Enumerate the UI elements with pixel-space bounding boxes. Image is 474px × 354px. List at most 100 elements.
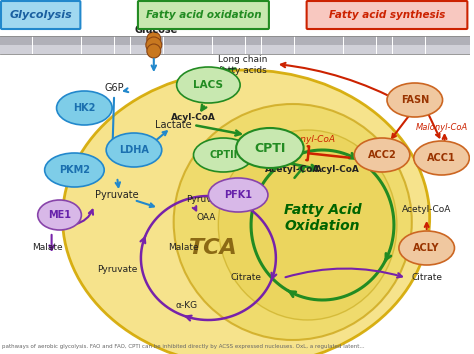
Text: Pyruvate: Pyruvate [97, 266, 137, 274]
Bar [17, 36, 32, 45]
Text: α-KG: α-KG [175, 301, 198, 309]
Ellipse shape [387, 83, 443, 117]
Text: LDHA: LDHA [119, 145, 149, 155]
Bar [49, 36, 65, 45]
Text: G6P: G6P [104, 83, 124, 93]
Bar [295, 45, 310, 54]
Ellipse shape [399, 231, 455, 265]
Bar [33, 45, 49, 54]
Bar [164, 45, 180, 54]
Bar [115, 45, 130, 54]
Text: Malate: Malate [32, 244, 63, 252]
Text: Citrate: Citrate [411, 274, 442, 282]
Bar [278, 36, 294, 45]
Bar [376, 36, 392, 45]
Text: ACC2: ACC2 [368, 150, 396, 160]
Text: Glucose: Glucose [134, 25, 177, 35]
Bar [246, 45, 262, 54]
Text: Long chain
fatty acids: Long chain fatty acids [219, 55, 268, 75]
Ellipse shape [193, 138, 253, 172]
Bar [33, 36, 49, 45]
FancyBboxPatch shape [1, 1, 81, 29]
Text: HK2: HK2 [73, 103, 96, 113]
Bar [262, 36, 278, 45]
Text: PFK1: PFK1 [224, 190, 252, 200]
Bar [147, 36, 163, 45]
Bar [213, 45, 229, 54]
Ellipse shape [219, 130, 397, 320]
Bar [246, 36, 262, 45]
Ellipse shape [45, 153, 104, 187]
Bar [147, 45, 163, 54]
Bar [98, 45, 114, 54]
Ellipse shape [173, 104, 412, 340]
Text: Fatty Acid
Oxidation: Fatty Acid Oxidation [283, 203, 361, 233]
Bar [180, 45, 196, 54]
Ellipse shape [63, 70, 429, 354]
Ellipse shape [38, 200, 82, 230]
Bar [376, 45, 392, 54]
Bar [328, 45, 343, 54]
Ellipse shape [414, 141, 469, 175]
Bar [344, 36, 360, 45]
Text: OAA: OAA [197, 213, 216, 223]
Bar [344, 45, 360, 54]
Bar [213, 36, 229, 45]
Bar [115, 36, 130, 45]
Bar [17, 45, 32, 54]
Bar [360, 36, 376, 45]
Bar [295, 36, 310, 45]
Bar [82, 36, 98, 45]
Text: ME1: ME1 [48, 210, 71, 220]
Text: TCA: TCA [189, 238, 238, 258]
Bar [458, 36, 474, 45]
Bar [426, 36, 442, 45]
Ellipse shape [236, 128, 304, 168]
Ellipse shape [209, 178, 268, 212]
Text: ACLY: ACLY [413, 243, 440, 253]
Bar [410, 45, 425, 54]
Text: Lactate: Lactate [155, 120, 192, 130]
Circle shape [147, 32, 161, 46]
Ellipse shape [106, 133, 162, 167]
Text: CPTI: CPTI [254, 142, 286, 154]
Text: Acetyl-CoA: Acetyl-CoA [402, 206, 451, 215]
Bar [410, 36, 425, 45]
Text: ACC1: ACC1 [427, 153, 456, 163]
Bar [442, 45, 458, 54]
Bar [65, 36, 82, 45]
Bar [82, 45, 98, 54]
Bar [278, 45, 294, 54]
FancyBboxPatch shape [138, 1, 269, 29]
Bar [0, 45, 16, 54]
Bar [98, 36, 114, 45]
Bar [197, 45, 212, 54]
Text: LACS: LACS [193, 80, 223, 90]
Text: Acyl-CoA: Acyl-CoA [171, 114, 216, 122]
Text: CPTII: CPTII [209, 150, 237, 160]
Bar [197, 36, 212, 45]
Circle shape [147, 44, 161, 58]
Bar [458, 45, 474, 54]
Bar [442, 36, 458, 45]
Bar [393, 36, 409, 45]
Bar [131, 45, 147, 54]
Bar [164, 36, 180, 45]
Bar [229, 45, 245, 54]
Text: FASN: FASN [401, 95, 429, 105]
Text: Fatty acid oxidation: Fatty acid oxidation [146, 10, 261, 20]
Text: Acetyl-CoA: Acetyl-CoA [265, 166, 320, 175]
Bar [360, 45, 376, 54]
Bar [180, 36, 196, 45]
Bar [262, 45, 278, 54]
Bar [393, 45, 409, 54]
Text: Fatty acid synthesis: Fatty acid synthesis [329, 10, 445, 20]
Ellipse shape [354, 138, 410, 172]
Text: Malate: Malate [168, 244, 199, 252]
Text: Malonyl-CoA: Malonyl-CoA [280, 136, 336, 144]
Bar [65, 45, 82, 54]
Text: Malonyl-CoA: Malonyl-CoA [415, 124, 468, 132]
Ellipse shape [177, 67, 240, 103]
Bar [311, 45, 327, 54]
Ellipse shape [56, 91, 112, 125]
